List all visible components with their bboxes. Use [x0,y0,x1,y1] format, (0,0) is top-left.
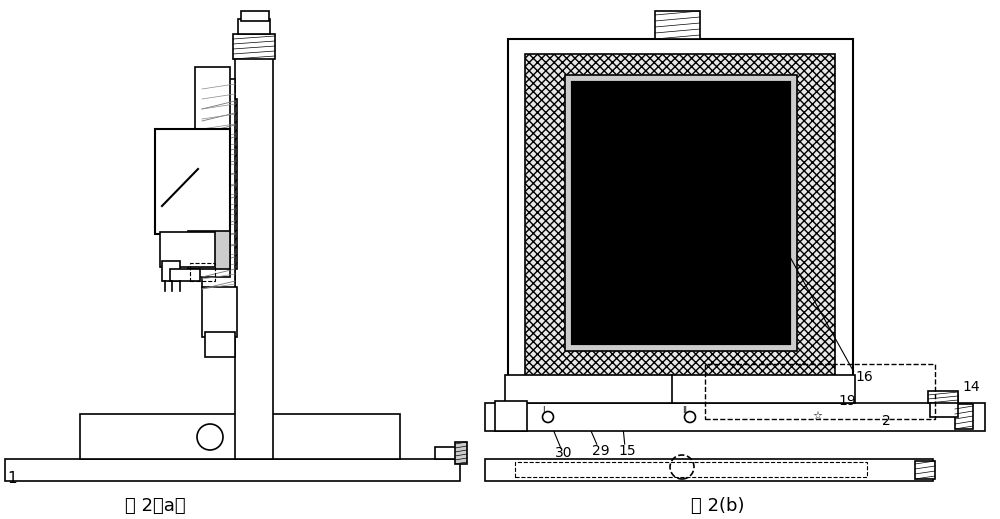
Bar [5,459,460,481]
Bar [190,263,215,281]
Bar [235,39,273,459]
Bar [485,459,933,481]
Bar [565,75,797,351]
Bar [955,404,973,429]
Circle shape [684,412,696,422]
Bar [572,82,790,344]
Text: 2: 2 [882,414,891,428]
Bar [238,19,270,34]
Bar [705,364,935,419]
Bar [655,11,700,39]
Bar [155,129,230,234]
Bar [241,11,269,21]
Bar [202,79,235,289]
Circle shape [197,424,223,450]
Text: 30: 30 [555,446,572,460]
Bar [80,414,400,459]
Text: 16: 16 [855,370,873,384]
Text: ☆: ☆ [812,411,822,421]
Text: 14: 14 [962,380,980,394]
Bar [495,401,527,431]
Bar [195,67,230,277]
Bar [515,462,867,477]
Bar [162,261,180,281]
Bar [455,442,467,464]
Bar [485,403,985,431]
Text: I: I [542,406,544,415]
Text: 图 2(b): 图 2(b) [691,497,745,515]
Bar [505,375,855,403]
Text: 1: 1 [7,471,17,486]
Bar [508,39,853,394]
Text: 29: 29 [592,444,610,458]
Text: II: II [682,406,687,415]
Text: 19: 19 [838,394,856,408]
Bar [188,231,230,269]
Bar [930,395,958,417]
Bar [525,54,835,379]
Bar [928,391,958,403]
Bar [160,232,215,267]
Text: 15: 15 [618,444,636,458]
Bar [435,447,460,459]
Bar [202,287,237,337]
Bar [202,99,237,269]
Text: 图 2（a）: 图 2（a） [125,497,185,515]
Bar [205,332,235,357]
Bar [233,34,275,59]
Bar [572,82,790,344]
Bar [170,269,200,281]
Circle shape [542,412,554,422]
Bar [915,461,935,479]
